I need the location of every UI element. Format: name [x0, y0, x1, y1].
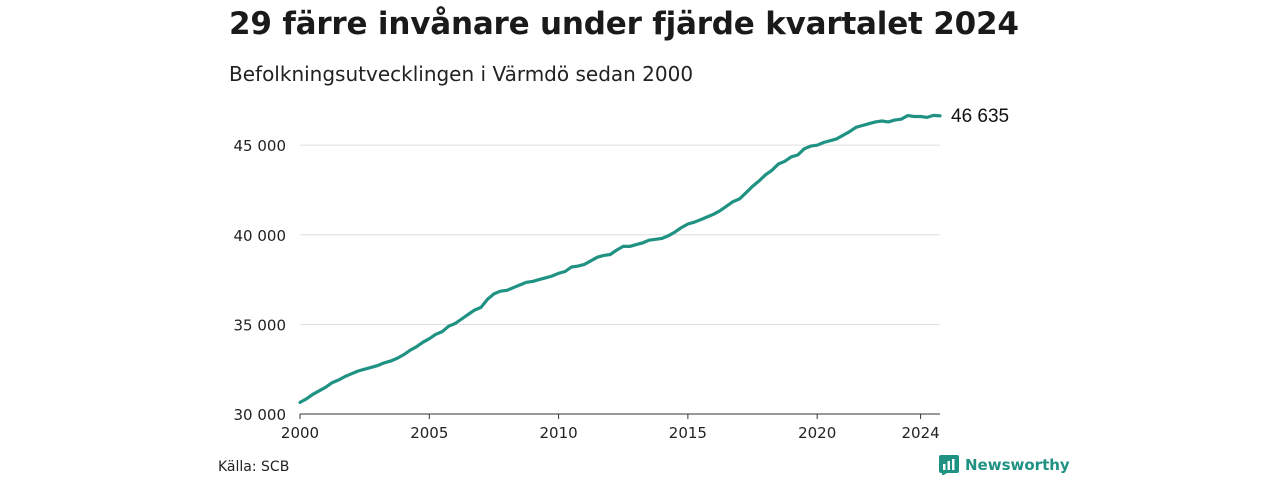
- y-axis-ticks: 30 000 35 000 40 000 45 000: [234, 137, 287, 424]
- chart-subtitle: Befolkningsutvecklingen i Värmdö sedan 2…: [229, 62, 694, 86]
- brand-logo: Newsworthy: [939, 455, 1070, 475]
- newsworthy-logo-icon: [939, 455, 959, 475]
- source-note: Källa: SCB: [218, 459, 290, 475]
- gridlines: [300, 144, 940, 325]
- x-axis-ticks: 2000 2005 2010 2015 2020 2024: [281, 414, 940, 442]
- x-tick-label: 2000: [281, 424, 319, 442]
- x-tick-label: 2015: [669, 424, 707, 442]
- chart-title: 29 färre invånare under fjärde kvartalet…: [229, 6, 1019, 42]
- x-tick-label: 2024: [902, 424, 940, 442]
- x-tick-label: 2005: [410, 424, 448, 442]
- y-tick-label: 45 000: [234, 137, 287, 155]
- series-line: [298, 113, 942, 404]
- y-tick-label: 35 000: [234, 316, 287, 334]
- y-tick-label: 40 000: [234, 227, 287, 245]
- x-tick-label: 2010: [539, 424, 577, 442]
- end-value-label: 46 635: [951, 106, 1009, 127]
- x-tick-label: 2020: [798, 424, 836, 442]
- brand-name: Newsworthy: [965, 456, 1070, 474]
- y-tick-label: 30 000: [234, 406, 287, 424]
